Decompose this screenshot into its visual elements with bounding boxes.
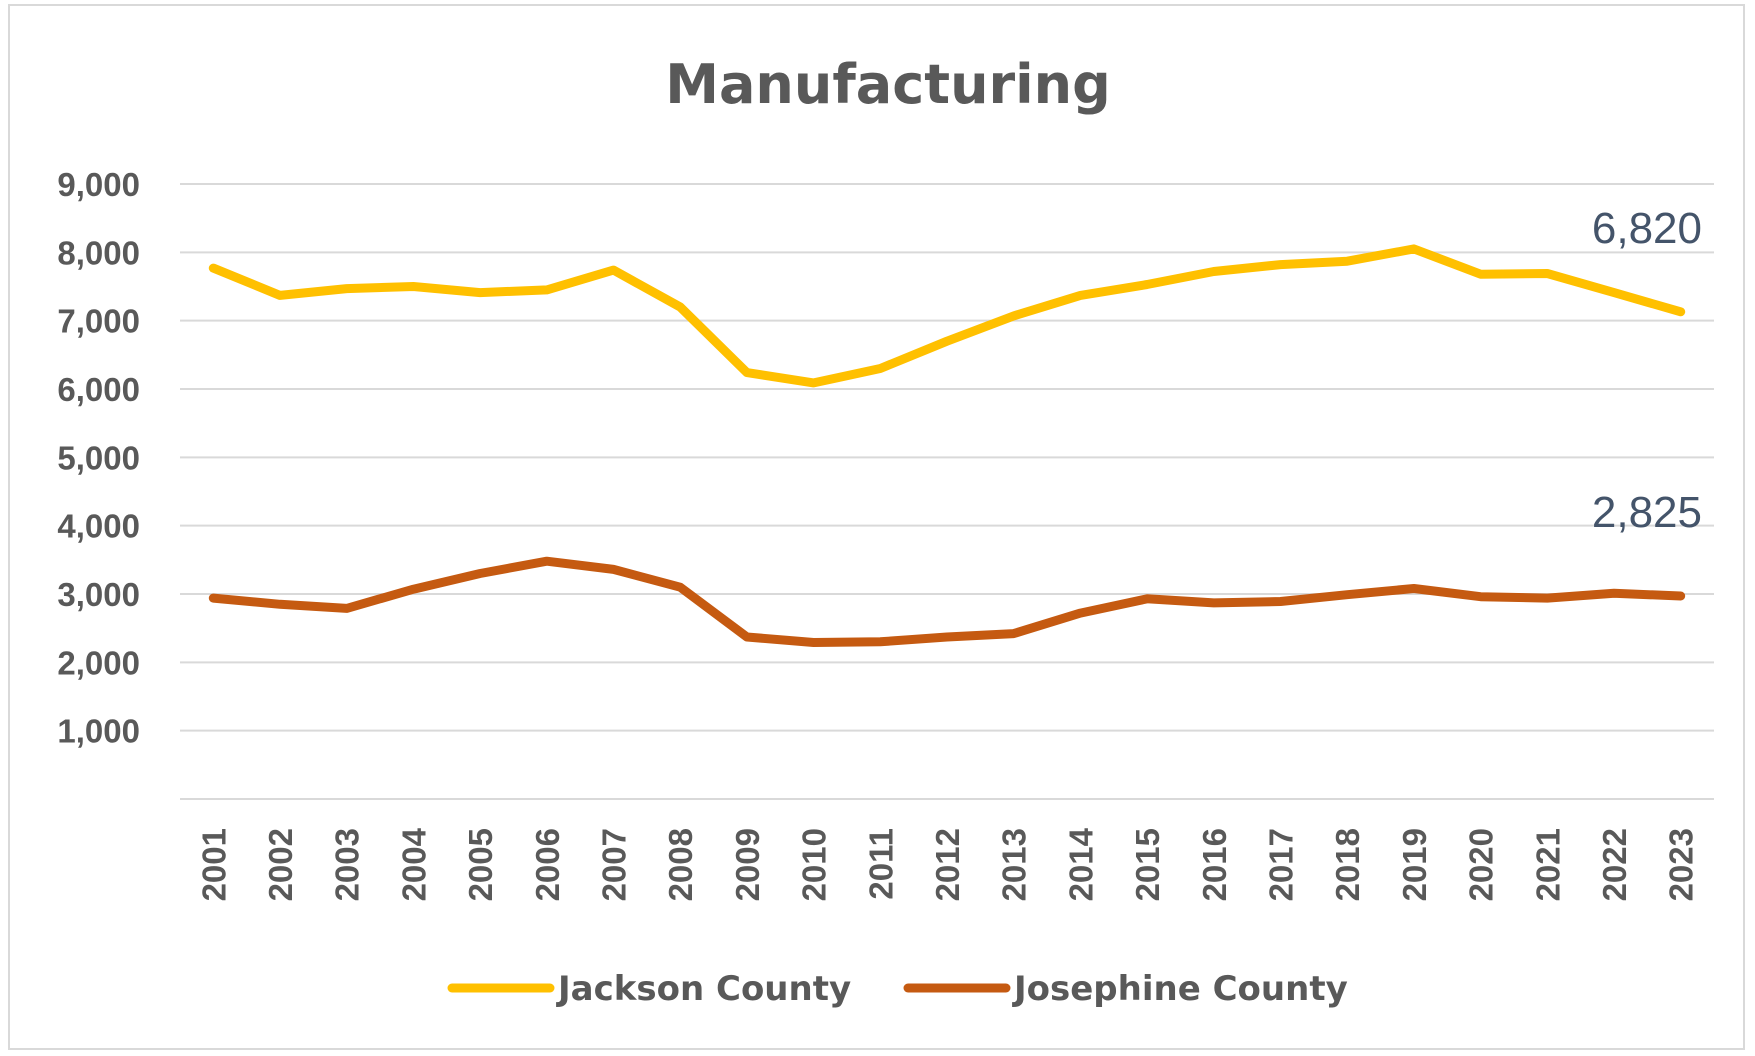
x-tick-label: 2014 — [1062, 827, 1099, 901]
legend-entry-label: Jackson County — [556, 969, 851, 1009]
x-axis-tick-labels: 2001 2002 2003 2004 2005 2006 2007 2008 2009 2010… — [195, 827, 1699, 901]
x-tick-label: 2013 — [996, 828, 1033, 901]
data-label: 6,820 — [1592, 204, 1702, 253]
x-tick-label: 2017 — [1262, 828, 1299, 901]
legend: Jackson County Josephine County — [447, 969, 1348, 1009]
data-label: 2,825 — [1592, 488, 1702, 537]
series-line-josephine-county — [208, 556, 1686, 647]
chart-title: Manufacturing — [665, 53, 1111, 116]
gridlines — [180, 183, 1714, 800]
x-tick-label: 2010 — [796, 828, 833, 901]
y-tick-label: 8,000 — [57, 234, 140, 271]
series-line-jackson-county — [208, 244, 1686, 388]
data-labels: 6,820 2,825 — [1592, 204, 1702, 537]
x-tick-label: 2003 — [329, 828, 366, 901]
x-tick-label: 2021 — [1529, 828, 1566, 901]
y-tick-label: 1,000 — [57, 713, 140, 750]
y-tick-label: 3,000 — [57, 576, 140, 613]
x-tick-label: 2001 — [195, 828, 232, 901]
chart-frame — [8, 4, 1745, 1050]
y-tick-label: 2,000 — [57, 644, 140, 681]
y-tick-label: 5,000 — [57, 439, 140, 476]
x-tick-label: 2020 — [1463, 828, 1500, 901]
legend-entry-label: Josephine County — [1012, 969, 1348, 1009]
x-tick-label: 2022 — [1596, 828, 1633, 901]
x-tick-label: 2019 — [1396, 828, 1433, 901]
x-tick-label: 2005 — [462, 828, 499, 901]
y-tick-label: 7,000 — [57, 303, 140, 340]
x-tick-label: 2002 — [262, 828, 299, 901]
x-tick-label: 2018 — [1329, 828, 1366, 901]
y-tick-label: 9,000 — [57, 166, 140, 203]
x-tick-label: 2012 — [929, 828, 966, 901]
x-tick-label: 2023 — [1663, 828, 1700, 901]
x-tick-label: 2016 — [1196, 828, 1233, 901]
x-tick-label: 2007 — [596, 828, 633, 901]
y-tick-label: 6,000 — [57, 371, 140, 408]
x-tick-label: 2015 — [1129, 828, 1166, 901]
x-tick-label: 2011 — [862, 828, 899, 900]
x-tick-label: 2006 — [529, 828, 566, 901]
x-tick-label: 2009 — [729, 828, 766, 901]
x-tick-label: 2004 — [395, 827, 432, 901]
series-lines — [208, 244, 1686, 647]
y-tick-label: 4,000 — [57, 508, 140, 545]
y-axis-tick-labels: 1,000 2,000 3,000 4,000 5,000 6,000 7,000 8,000… — [57, 166, 140, 750]
x-tick-label: 2008 — [662, 828, 699, 901]
